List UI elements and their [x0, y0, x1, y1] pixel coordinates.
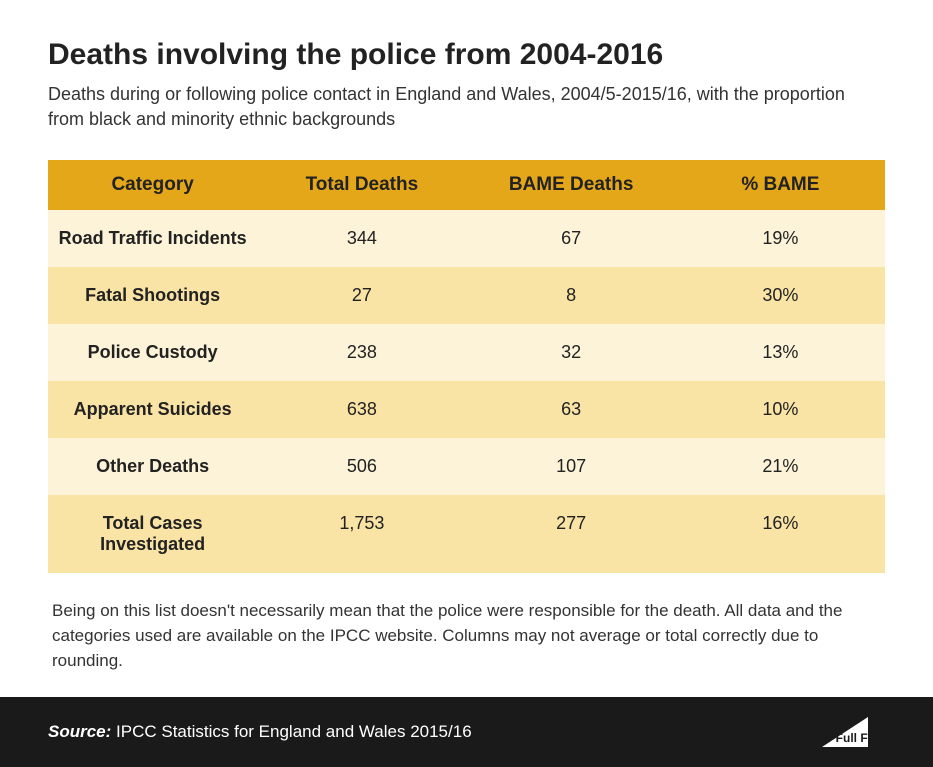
table-row: Fatal Shootings 27 8 30%	[48, 267, 885, 324]
table-row: Apparent Suicides 638 63 10%	[48, 381, 885, 438]
main-title: Deaths involving the police from 2004-20…	[48, 38, 885, 72]
cell-bame: 67	[467, 210, 676, 267]
table-row: Total Cases Investigated 1,753 277 16%	[48, 495, 885, 573]
logo-text: Full Fact	[836, 731, 885, 745]
subtitle: Deaths during or following police contac…	[48, 82, 885, 132]
footer-bar: Source: IPCC Statistics for England and …	[0, 697, 933, 767]
cell-total: 27	[257, 267, 466, 324]
source-text: Source: IPCC Statistics for England and …	[48, 722, 472, 742]
cell-pct: 10%	[676, 381, 885, 438]
content-area: Deaths involving the police from 2004-20…	[0, 0, 933, 697]
cell-category: Other Deaths	[48, 438, 257, 495]
col-category: Category	[48, 160, 257, 210]
cell-bame: 107	[467, 438, 676, 495]
cell-pct: 19%	[676, 210, 885, 267]
cell-pct: 16%	[676, 495, 885, 573]
cell-bame: 277	[467, 495, 676, 573]
source-label: Source:	[48, 722, 111, 741]
col-bame: BAME Deaths	[467, 160, 676, 210]
table-row: Road Traffic Incidents 344 67 19%	[48, 210, 885, 267]
table-row: Other Deaths 506 107 21%	[48, 438, 885, 495]
cell-category: Total Cases Investigated	[48, 495, 257, 573]
cell-pct: 21%	[676, 438, 885, 495]
source-value: IPCC Statistics for England and Wales 20…	[116, 722, 472, 741]
footnote: Being on this list doesn't necessarily m…	[48, 599, 885, 673]
col-pct: % BAME	[676, 160, 885, 210]
cell-total: 638	[257, 381, 466, 438]
cell-category: Road Traffic Incidents	[48, 210, 257, 267]
cell-category: Police Custody	[48, 324, 257, 381]
cell-bame: 8	[467, 267, 676, 324]
infographic-container: Deaths involving the police from 2004-20…	[0, 0, 933, 767]
fullfact-logo: Full Fact	[822, 717, 885, 747]
cell-total: 344	[257, 210, 466, 267]
table-header-row: Category Total Deaths BAME Deaths % BAME	[48, 160, 885, 210]
cell-total: 238	[257, 324, 466, 381]
cell-bame: 32	[467, 324, 676, 381]
cell-pct: 13%	[676, 324, 885, 381]
cell-category: Fatal Shootings	[48, 267, 257, 324]
cell-bame: 63	[467, 381, 676, 438]
cell-total: 1,753	[257, 495, 466, 573]
table-row: Police Custody 238 32 13%	[48, 324, 885, 381]
cell-pct: 30%	[676, 267, 885, 324]
col-total: Total Deaths	[257, 160, 466, 210]
cell-total: 506	[257, 438, 466, 495]
data-table: Category Total Deaths BAME Deaths % BAME…	[48, 160, 885, 573]
cell-category: Apparent Suicides	[48, 381, 257, 438]
